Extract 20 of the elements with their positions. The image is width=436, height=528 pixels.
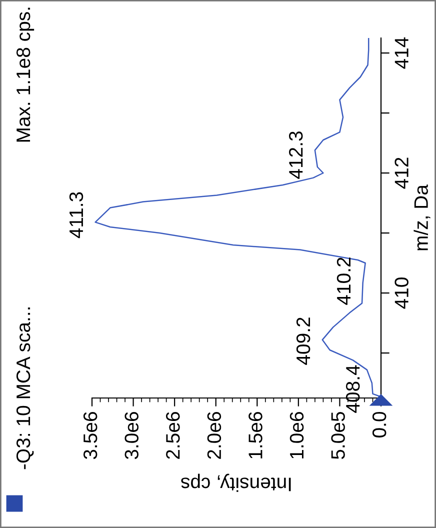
text: -Q3: 10 MCA sca... bbox=[16, 308, 34, 470]
x-tick-label: 3.5e6 bbox=[83, 412, 98, 460]
y-tick-label: 410 bbox=[394, 278, 408, 309]
annotation: 411.3 bbox=[69, 192, 84, 238]
annotation: 408.4 bbox=[346, 365, 360, 413]
annotation: 410.2 bbox=[336, 258, 351, 305]
x-tick-label: 2.0e6 bbox=[207, 412, 222, 459]
y-tick-label: 412 bbox=[394, 158, 408, 189]
annotation: 412.3 bbox=[288, 132, 303, 179]
x-tick-label: 2.5e6 bbox=[166, 412, 180, 459]
x-tick-label: 1.0e6 bbox=[290, 412, 304, 458]
x-tick-label: 5.0e5 bbox=[331, 412, 345, 460]
x-tick-label: 3.0e6 bbox=[124, 412, 139, 460]
x-tick-label: 1.5e6 bbox=[248, 412, 262, 458]
x-axis-title: Intensity, cps bbox=[181, 474, 291, 492]
y-axis-title: m/z, Da bbox=[414, 184, 430, 250]
x-tick-label: 0.0 bbox=[372, 412, 386, 438]
y-tick-label: 414 bbox=[394, 37, 408, 69]
annotation: 409.2 bbox=[296, 318, 310, 365]
text: Max. 1.1e8 cps. bbox=[16, 8, 34, 142]
